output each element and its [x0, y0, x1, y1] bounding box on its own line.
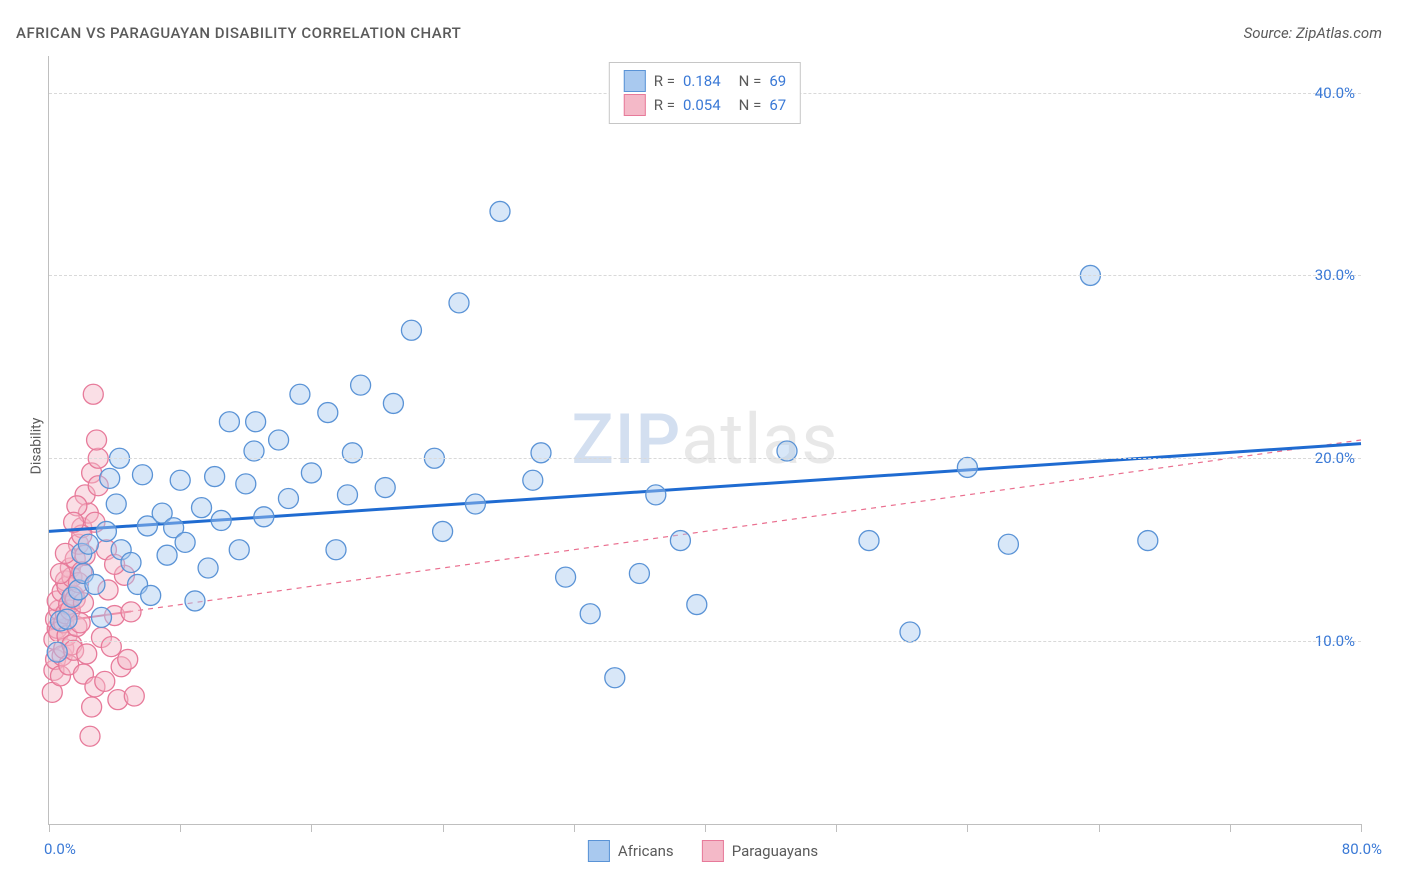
legend-item-africans: Africans	[588, 840, 674, 862]
x-tick	[49, 824, 50, 832]
x-axis-min-label: 0.0%	[44, 840, 76, 858]
series-legend: Africans Paraguayans	[588, 840, 818, 862]
n-value: 67	[769, 93, 786, 117]
x-tick	[1361, 824, 1362, 832]
x-tick	[443, 824, 444, 832]
y-tick-label: 30.0%	[1285, 266, 1371, 284]
plot-svg	[49, 56, 1361, 824]
r-value: 0.054	[683, 93, 721, 117]
x-tick	[574, 824, 575, 832]
y-tick-label: 10.0%	[1285, 632, 1371, 650]
legend-label: Paraguayans	[732, 842, 818, 860]
x-axis-max-label: 80.0%	[1342, 840, 1382, 858]
legend-swatch-paraguayans	[624, 94, 646, 116]
r-label: R =	[654, 93, 675, 117]
gridline	[49, 275, 1361, 276]
x-tick	[705, 824, 706, 832]
correlation-legend: R = 0.184 N = 69 R = 0.054 N = 67	[609, 62, 801, 124]
legend-row-paraguayans: R = 0.054 N = 67	[624, 93, 786, 117]
r-value: 0.184	[683, 69, 721, 93]
y-tick-label: 40.0%	[1285, 84, 1371, 102]
chart-title: AFRICAN VS PARAGUAYAN DISABILITY CORRELA…	[16, 24, 461, 42]
n-label: N =	[739, 69, 762, 93]
chart-container: AFRICAN VS PARAGUAYAN DISABILITY CORRELA…	[0, 0, 1406, 892]
legend-swatch-africans	[624, 70, 646, 92]
y-axis-label: Disability	[28, 418, 44, 475]
gridline	[49, 458, 1361, 459]
plot-area: ZIPatlas R = 0.184 N = 69 R = 0.054 N = …	[48, 56, 1361, 825]
r-label: R =	[654, 69, 675, 93]
x-tick	[967, 824, 968, 832]
legend-swatch-icon	[588, 840, 610, 862]
legend-label: Africans	[618, 842, 674, 860]
n-label: N =	[739, 93, 762, 117]
gridline	[49, 641, 1361, 642]
legend-item-paraguayans: Paraguayans	[702, 840, 818, 862]
x-tick	[836, 824, 837, 832]
n-value: 69	[769, 69, 786, 93]
y-tick-label: 20.0%	[1285, 449, 1371, 467]
x-tick	[180, 824, 181, 832]
legend-swatch-icon	[702, 840, 724, 862]
x-tick	[311, 824, 312, 832]
x-tick	[1099, 824, 1100, 832]
x-tick	[1230, 824, 1231, 832]
source-attribution: Source: ZipAtlas.com	[1244, 24, 1382, 42]
legend-row-africans: R = 0.184 N = 69	[624, 69, 786, 93]
